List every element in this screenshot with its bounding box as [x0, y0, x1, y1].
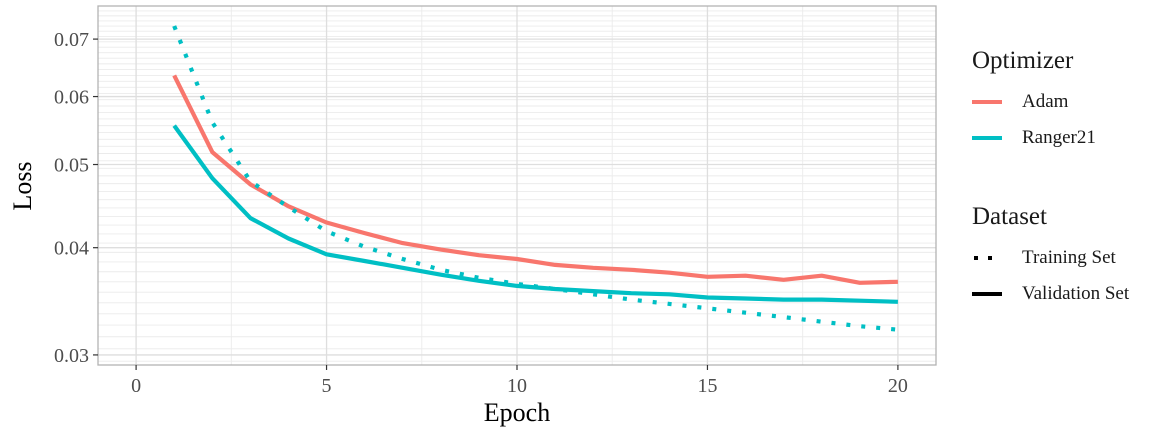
legend-item-training-set: Training Set — [972, 240, 1129, 276]
y-tick-label: 0.07 — [54, 29, 89, 51]
x-tick-label: 10 — [507, 375, 527, 397]
legend-swatch-training-set — [972, 254, 1002, 262]
legend-swatch-adam — [972, 98, 1002, 106]
legend-label-ranger21: Ranger21 — [1022, 127, 1096, 148]
legend-dataset: Dataset Training Set Validation Set — [972, 202, 1129, 312]
x-tick-label: 20 — [888, 375, 908, 397]
y-axis-label: Loss — [8, 161, 37, 210]
y-axis-ticks: 0.03 0.04 0.05 0.06 0.07 — [54, 29, 98, 367]
legend-swatch-validation-set — [972, 290, 1002, 298]
legend-item-validation-set: Validation Set — [972, 276, 1129, 312]
x-axis-ticks: 0 5 10 15 20 — [131, 365, 908, 397]
legend-label-adam: Adam — [1022, 91, 1069, 112]
x-tick-label: 0 — [131, 375, 141, 397]
x-axis-label: Epoch — [484, 398, 550, 427]
y-tick-label: 0.03 — [54, 345, 89, 367]
legend-optimizer: Optimizer Adam Ranger21 — [972, 46, 1096, 156]
legend-label-validation-set: Validation Set — [1022, 283, 1130, 304]
y-tick-label: 0.06 — [54, 87, 89, 109]
legend-label-training-set: Training Set — [1022, 247, 1116, 268]
legend-swatch-ranger21 — [972, 134, 1002, 142]
x-tick-label: 15 — [697, 375, 717, 397]
legend-item-ranger21: Ranger21 — [972, 120, 1096, 156]
series-line-ranger21-training-set — [172, 25, 899, 332]
legend-item-adam: Adam — [972, 84, 1096, 120]
legend-dataset-title: Dataset — [972, 203, 1047, 230]
legend-optimizer-title: Optimizer — [972, 47, 1074, 74]
y-tick-label: 0.04 — [54, 238, 89, 260]
x-tick-label: 5 — [322, 375, 332, 397]
series-lines — [172, 25, 899, 332]
y-tick-label: 0.05 — [54, 155, 89, 177]
